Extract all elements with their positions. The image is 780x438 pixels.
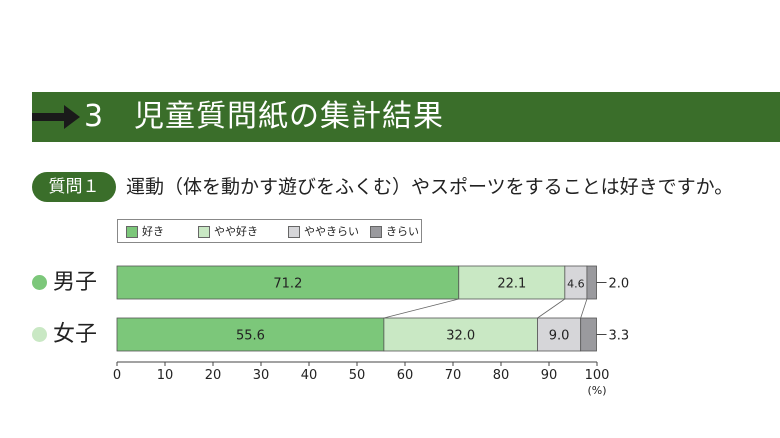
- bar-segment: [458, 265, 566, 300]
- chart-legend: 好き やや好き ややきらい きらい: [117, 219, 422, 243]
- row-label-boys-text: 男子: [53, 270, 98, 295]
- section-title: 児童質問紙の集計結果: [134, 99, 444, 134]
- legend-swatch-somewhat-dislike: [288, 226, 300, 238]
- legend-label-somewhat-like: やや好き: [214, 225, 258, 238]
- legend-swatch-somewhat-like: [198, 226, 210, 238]
- connector-line: [580, 298, 588, 319]
- question-text: 運動（体を動かす遊びをふくむ）やスポーツをすることは好きですか。: [126, 176, 734, 198]
- row-label-boys: 男子: [32, 268, 97, 298]
- section-number: 3: [84, 99, 104, 134]
- data-label: 22.1: [497, 277, 526, 292]
- bar-segment: [383, 317, 538, 352]
- x-tick-label: 60: [397, 368, 414, 383]
- legend-label-dislike: きらい: [386, 225, 419, 238]
- bar-segment: [116, 265, 460, 300]
- x-tick-label: 20: [205, 368, 222, 383]
- bar-segment: [116, 317, 385, 352]
- row-label-girls: 女子: [32, 320, 97, 350]
- x-tick-label: 40: [301, 368, 318, 383]
- data-label: 3.3: [609, 329, 630, 344]
- x-tick-label: 0: [113, 368, 121, 383]
- data-label: 2.0: [609, 277, 630, 292]
- x-tick-label: 100: [585, 368, 610, 383]
- section-header-bar: [32, 92, 780, 142]
- x-tick-label: 10: [157, 368, 174, 383]
- legend-swatch-dislike: [370, 226, 382, 238]
- boys-dot-icon: [32, 275, 47, 290]
- data-label: 9.0: [549, 329, 570, 344]
- bar-segment: [586, 265, 597, 300]
- x-tick-label: 30: [253, 368, 270, 383]
- bar-segment: [580, 317, 597, 352]
- question-badge: 質問１: [32, 172, 116, 202]
- girls-dot-icon: [32, 327, 47, 342]
- arrow-right-icon: [32, 105, 80, 129]
- row-label-girls-text: 女子: [53, 322, 98, 347]
- connector-line: [537, 298, 566, 319]
- x-axis-unit: (%): [587, 384, 606, 397]
- data-label: 71.2: [273, 277, 302, 292]
- legend-swatch-like: [126, 226, 138, 238]
- x-tick-label: 50: [349, 368, 366, 383]
- connector-line: [383, 298, 459, 319]
- legend-label-somewhat-dislike: ややきらい: [304, 225, 359, 238]
- bar-segment: [537, 317, 582, 352]
- data-label: 32.0: [446, 329, 475, 344]
- x-tick-label: 80: [493, 368, 510, 383]
- x-tick-label: 70: [445, 368, 462, 383]
- data-label: 55.6: [236, 329, 265, 344]
- legend-label-like: 好き: [142, 225, 164, 238]
- x-tick-label: 90: [541, 368, 558, 383]
- data-label: 4.6: [567, 278, 585, 291]
